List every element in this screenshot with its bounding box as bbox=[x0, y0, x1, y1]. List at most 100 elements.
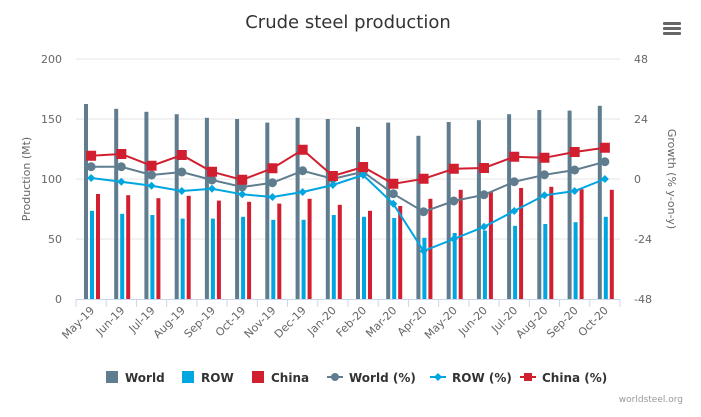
bar-china-may-20 bbox=[458, 189, 463, 299]
y-left-tick-label: 200 bbox=[41, 53, 62, 66]
bar-row-aug-19 bbox=[180, 218, 185, 299]
bar-row-oct-20 bbox=[603, 216, 608, 299]
legend-item-row[interactable]: ROW (%) bbox=[430, 371, 512, 385]
bar-row-aug-20 bbox=[543, 224, 548, 299]
point-world-oct-20 bbox=[600, 157, 610, 167]
legend-marker-diamond-icon bbox=[434, 373, 442, 381]
hamburger-menu-icon bbox=[663, 22, 681, 35]
bar-world-may-20 bbox=[446, 122, 451, 299]
bar-china-mar-20 bbox=[398, 206, 403, 299]
point-row-jul-19 bbox=[147, 181, 156, 190]
bar-china-nov-19 bbox=[277, 203, 282, 299]
point-row-dec-19 bbox=[298, 188, 307, 196]
bar-row-apr-20 bbox=[422, 237, 427, 299]
y-right-tick-label: 24 bbox=[634, 113, 648, 126]
point-row-oct-20 bbox=[600, 175, 609, 183]
legend-item-china[interactable]: China bbox=[252, 371, 309, 385]
bar-china-sep-20 bbox=[579, 189, 584, 299]
point-world-sep-20 bbox=[570, 165, 580, 175]
point-row-nov-19 bbox=[268, 193, 277, 201]
legend-item-world[interactable]: World (%) bbox=[327, 371, 416, 385]
bar-world-jul-19 bbox=[144, 111, 149, 299]
point-world-jul-19 bbox=[147, 170, 157, 180]
bar-world-dec-19 bbox=[295, 117, 300, 299]
point-china-jul-19 bbox=[146, 160, 157, 171]
bar-china-jul-20 bbox=[519, 188, 524, 299]
point-row-aug-19 bbox=[177, 187, 186, 195]
point-world-apr-20 bbox=[419, 207, 429, 217]
point-row-mar-20 bbox=[389, 199, 398, 208]
y-axis-right: -48 -24 0 24 48 bbox=[634, 53, 652, 306]
point-china-aug-20 bbox=[539, 152, 550, 163]
bar-row-may-20 bbox=[452, 233, 457, 299]
point-row-oct-19 bbox=[238, 190, 247, 199]
bar-series bbox=[84, 104, 614, 299]
y-axis-right-title: Growth (% y-on-y) bbox=[665, 129, 678, 229]
point-world-may-19 bbox=[86, 162, 96, 172]
bar-row-jun-20 bbox=[482, 230, 487, 299]
point-china-feb-20 bbox=[358, 162, 369, 172]
chart-menu-button[interactable] bbox=[658, 14, 686, 38]
legend-item-world[interactable]: World bbox=[106, 371, 165, 385]
legend-label: ROW bbox=[201, 371, 234, 385]
point-row-apr-20 bbox=[419, 247, 428, 255]
bar-china-jan-20 bbox=[337, 204, 342, 299]
point-china-nov-19 bbox=[267, 163, 278, 174]
point-world-jun-19 bbox=[116, 162, 126, 172]
point-china-jul-20 bbox=[509, 151, 520, 162]
line-row bbox=[90, 173, 606, 253]
point-china-sep-19 bbox=[207, 166, 217, 177]
point-world-dec-19 bbox=[298, 166, 308, 176]
point-china-oct-20 bbox=[599, 142, 610, 153]
bar-world-jul-20 bbox=[507, 114, 512, 299]
bar-world-aug-20 bbox=[537, 110, 542, 299]
legend-item-row[interactable]: ROW bbox=[182, 371, 234, 385]
y-right-tick-label: 48 bbox=[634, 53, 648, 66]
chart-title: Crude steel production bbox=[245, 12, 451, 33]
legend-swatch-row bbox=[182, 371, 194, 383]
point-row-jun-19 bbox=[117, 177, 126, 186]
bar-china-aug-20 bbox=[549, 186, 554, 299]
bar-row-nov-19 bbox=[271, 219, 276, 299]
point-china-may-20 bbox=[448, 163, 459, 174]
point-world-jul-20 bbox=[509, 177, 519, 187]
line-china bbox=[91, 146, 606, 185]
point-row-may-20 bbox=[449, 235, 458, 243]
bar-china-dec-19 bbox=[307, 198, 312, 299]
legend-label: World (%) bbox=[349, 371, 416, 385]
bar-world-jun-19 bbox=[114, 108, 119, 299]
point-row-sep-19 bbox=[208, 184, 216, 193]
legend-item-china[interactable]: China (%) bbox=[520, 371, 607, 385]
y-left-tick-label: 150 bbox=[41, 113, 62, 126]
bar-row-mar-20 bbox=[392, 218, 397, 299]
bar-row-oct-19 bbox=[241, 216, 246, 299]
bar-world-mar-20 bbox=[386, 122, 391, 299]
bar-china-sep-19 bbox=[216, 200, 221, 299]
point-china-jun-20 bbox=[479, 163, 489, 173]
point-china-jun-19 bbox=[116, 149, 127, 159]
legend-marker-circle-icon bbox=[331, 373, 339, 381]
bar-world-feb-20 bbox=[356, 126, 360, 299]
bar-row-sep-20 bbox=[573, 222, 578, 299]
bar-row-jul-19 bbox=[150, 215, 155, 299]
bar-row-dec-19 bbox=[301, 219, 306, 299]
bar-world-sep-20 bbox=[567, 110, 572, 299]
point-world-aug-19 bbox=[177, 167, 187, 177]
credit-link[interactable]: worldsteel.org bbox=[619, 395, 683, 405]
bar-china-jul-19 bbox=[156, 198, 161, 299]
bar-china-oct-20 bbox=[609, 189, 614, 299]
legend: World ROW China World (%) ROW (%) China (%) bbox=[106, 371, 607, 385]
y-left-tick-label: 50 bbox=[48, 233, 62, 246]
point-china-mar-20 bbox=[388, 178, 399, 189]
bar-row-jan-20 bbox=[331, 215, 336, 299]
point-china-sep-20 bbox=[569, 147, 580, 157]
bar-world-nov-19 bbox=[265, 122, 270, 299]
y-axis-left: 0 50 100 150 200 bbox=[41, 53, 62, 306]
bar-china-jun-19 bbox=[126, 195, 131, 299]
y-axis-left-title: Production (Mt) bbox=[20, 137, 33, 221]
point-china-jan-20 bbox=[327, 171, 338, 181]
legend-label: China bbox=[271, 371, 309, 385]
point-world-nov-19 bbox=[267, 178, 277, 188]
y-right-tick-label: -24 bbox=[634, 233, 652, 246]
